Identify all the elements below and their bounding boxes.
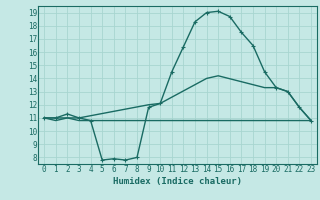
X-axis label: Humidex (Indice chaleur): Humidex (Indice chaleur) <box>113 177 242 186</box>
